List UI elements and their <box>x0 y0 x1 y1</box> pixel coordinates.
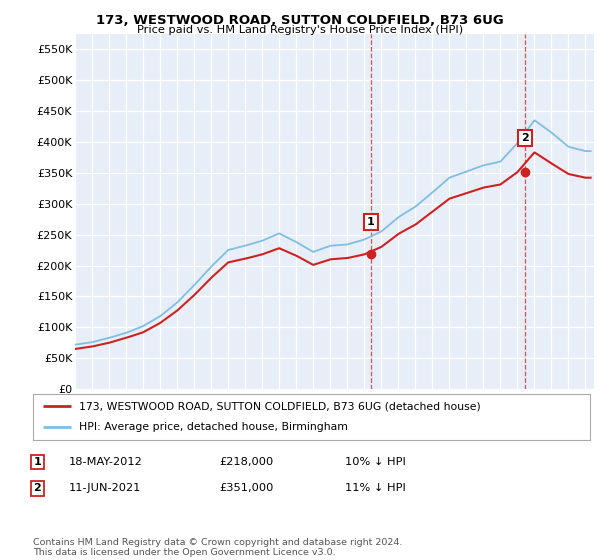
Text: 11% ↓ HPI: 11% ↓ HPI <box>345 483 406 493</box>
Text: Contains HM Land Registry data © Crown copyright and database right 2024.
This d: Contains HM Land Registry data © Crown c… <box>33 538 403 557</box>
Text: 1: 1 <box>367 217 374 227</box>
Text: 173, WESTWOOD ROAD, SUTTON COLDFIELD, B73 6UG (detached house): 173, WESTWOOD ROAD, SUTTON COLDFIELD, B7… <box>79 401 481 411</box>
Text: 1: 1 <box>34 457 41 467</box>
Text: 2: 2 <box>34 483 41 493</box>
Text: 2: 2 <box>521 133 529 143</box>
Text: Price paid vs. HM Land Registry's House Price Index (HPI): Price paid vs. HM Land Registry's House … <box>137 25 463 35</box>
Text: £351,000: £351,000 <box>219 483 274 493</box>
Text: £218,000: £218,000 <box>219 457 273 467</box>
Text: 173, WESTWOOD ROAD, SUTTON COLDFIELD, B73 6UG: 173, WESTWOOD ROAD, SUTTON COLDFIELD, B7… <box>96 14 504 27</box>
Text: 18-MAY-2012: 18-MAY-2012 <box>69 457 143 467</box>
Text: 11-JUN-2021: 11-JUN-2021 <box>69 483 142 493</box>
Text: HPI: Average price, detached house, Birmingham: HPI: Average price, detached house, Birm… <box>79 422 347 432</box>
Text: 10% ↓ HPI: 10% ↓ HPI <box>345 457 406 467</box>
